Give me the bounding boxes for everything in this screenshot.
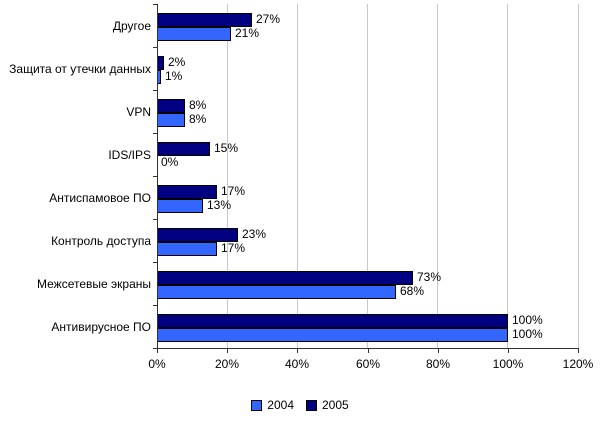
- x-tick-label: 60%: [355, 357, 381, 371]
- value-label: 100%: [512, 327, 543, 341]
- y-axis-tick: [153, 133, 157, 134]
- value-label: 8%: [189, 112, 207, 126]
- bar-2005: [157, 13, 252, 27]
- gridline: [577, 4, 579, 348]
- category-label: VPN: [126, 105, 151, 119]
- value-label: 2%: [168, 55, 186, 69]
- x-tick-label: 100%: [492, 357, 524, 371]
- category-label: Защита от утечки данных: [9, 62, 151, 76]
- bar-2005: [157, 271, 413, 285]
- y-axis-tick: [153, 219, 157, 220]
- x-axis-tick: [508, 349, 509, 353]
- value-label: 8%: [189, 98, 207, 112]
- bar-2005: [157, 56, 164, 70]
- gridline: [367, 4, 368, 348]
- gridline: [296, 4, 298, 348]
- y-axis-tick: [153, 305, 157, 306]
- legend-swatch-2004: [251, 399, 263, 411]
- bar-2004: [157, 113, 185, 127]
- value-label: 0%: [161, 155, 179, 169]
- x-axis-tick: [157, 349, 158, 353]
- legend-item-2004: 2004: [251, 398, 294, 412]
- legend-swatch-2005: [306, 399, 317, 411]
- legend-label-2005: 2005: [322, 398, 349, 412]
- bar-2004: [157, 199, 203, 213]
- y-axis-tick: [153, 262, 157, 263]
- legend-label-2004: 2004: [267, 398, 294, 412]
- bar-2005: [157, 314, 508, 328]
- value-label: 27%: [256, 12, 281, 26]
- value-label: 13%: [207, 198, 232, 212]
- y-axis-tick: [153, 47, 157, 48]
- x-axis-tick: [368, 349, 369, 353]
- category-label: Межсетевые экраны: [37, 277, 151, 291]
- y-axis-tick: [153, 90, 157, 91]
- value-label: 100%: [512, 313, 543, 327]
- value-label: 73%: [417, 270, 442, 284]
- value-label: 1%: [165, 69, 183, 83]
- category-label: IDS/IPS: [108, 148, 151, 162]
- x-tick-label: 40%: [284, 357, 310, 371]
- value-label: 21%: [235, 26, 260, 40]
- value-label: 17%: [221, 184, 246, 198]
- y-axis-line: [157, 4, 158, 349]
- value-label: 17%: [221, 241, 246, 255]
- category-label: Другое: [112, 19, 151, 33]
- bar-2005: [157, 228, 238, 242]
- bar-2005: [157, 142, 210, 156]
- value-label: 23%: [242, 227, 267, 241]
- bar-2004: [157, 328, 508, 342]
- x-axis-tick: [578, 349, 579, 353]
- plot-area: 27% 21% 2% 1% 8% 8% 15% 0% 17% 13% 23% 17% 73% 68% 100…: [157, 4, 579, 348]
- x-axis-tick: [227, 349, 228, 353]
- category-label: Антиспамовое ПО: [49, 191, 151, 205]
- value-label: 15%: [214, 141, 239, 155]
- x-tick-label: 120%: [562, 357, 594, 371]
- gridline: [437, 4, 439, 348]
- gridline: [507, 4, 509, 348]
- x-axis-tick: [297, 349, 298, 353]
- bar-2004: [157, 285, 396, 299]
- category-label: Антивирусное ПО: [51, 320, 151, 334]
- value-label: 68%: [400, 284, 425, 298]
- bar-2005: [157, 99, 185, 113]
- y-axis-tick: [153, 176, 157, 177]
- bar-2005: [157, 185, 217, 199]
- gridline: [226, 4, 228, 348]
- legend: 2004 2005: [0, 398, 600, 412]
- x-tick-label: 80%: [425, 357, 451, 371]
- bar-2004: [157, 27, 231, 41]
- category-label: Контроль доступа: [51, 234, 151, 248]
- y-axis-tick: [153, 4, 157, 5]
- x-tick-label: 20%: [214, 357, 240, 371]
- y-axis-tick: [153, 348, 157, 349]
- x-tick-label: 0%: [148, 357, 166, 371]
- bar-2004: [157, 242, 217, 256]
- x-axis-tick: [438, 349, 439, 353]
- legend-item-2005: 2005: [306, 398, 349, 412]
- x-axis-line: [157, 348, 579, 349]
